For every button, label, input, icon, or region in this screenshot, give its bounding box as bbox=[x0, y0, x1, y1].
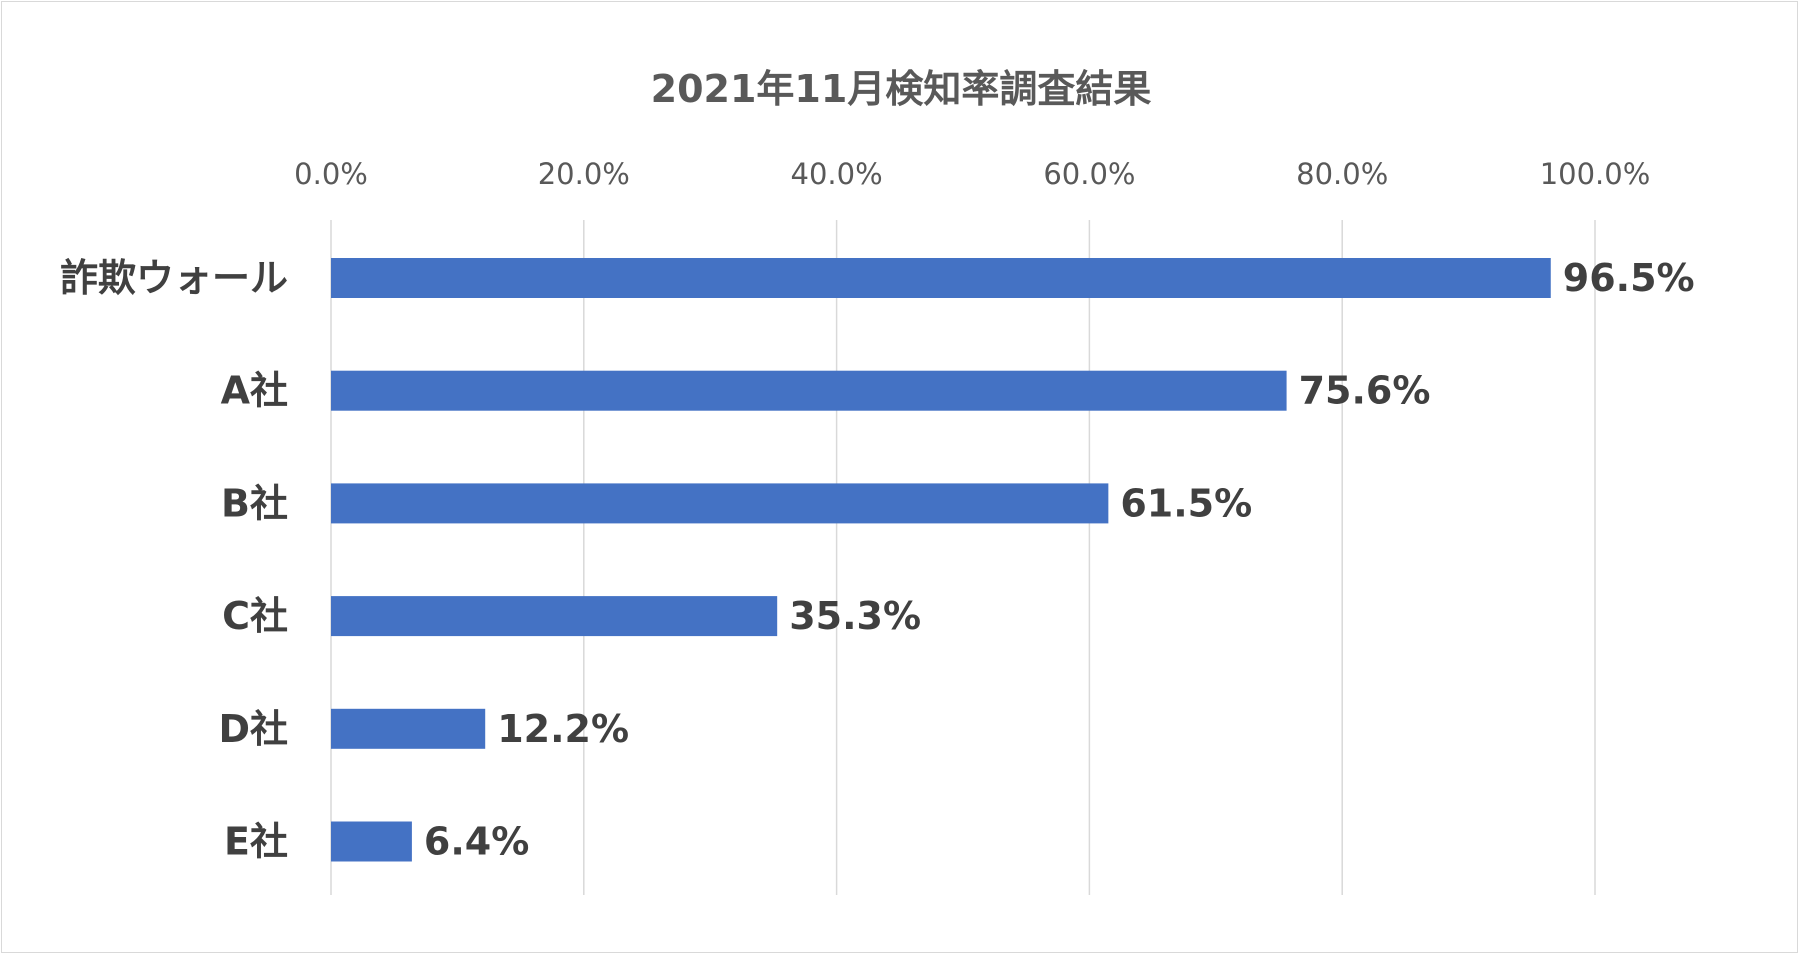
bar bbox=[331, 596, 778, 637]
chart-title: 2021年11月検知率調査結果 bbox=[651, 67, 1152, 111]
data-labels: 96.5% 75.6% 61.5% 35.3% 12.2% 6.4% bbox=[424, 256, 1695, 864]
data-label: 35.3% bbox=[789, 594, 921, 638]
category-label: B社 bbox=[221, 481, 288, 525]
x-tick-label: 80.0% bbox=[1296, 157, 1388, 191]
data-label: 61.5% bbox=[1120, 481, 1252, 525]
x-tick-label: 20.0% bbox=[538, 157, 630, 191]
x-tick-label: 100.0% bbox=[1540, 157, 1651, 191]
category-label: C社 bbox=[222, 594, 288, 638]
data-label: 75.6% bbox=[1299, 369, 1431, 413]
x-tick-label: 60.0% bbox=[1043, 157, 1135, 191]
category-label: E社 bbox=[224, 820, 288, 864]
category-label: 詐欺ウォール bbox=[60, 256, 288, 300]
data-label: 12.2% bbox=[497, 707, 629, 751]
data-label: 96.5% bbox=[1563, 256, 1695, 300]
bar bbox=[331, 483, 1109, 524]
bars bbox=[331, 258, 1551, 862]
bar bbox=[331, 370, 1287, 411]
category-labels: 詐欺ウォール A社 B社 C社 D社 E社 bbox=[60, 256, 288, 864]
category-label: D社 bbox=[218, 707, 288, 751]
x-tick-label: 40.0% bbox=[791, 157, 883, 191]
gridlines bbox=[330, 220, 1596, 895]
x-axis-tick-labels: 0.0% 20.0% 40.0% 60.0% 80.0% 100.0% bbox=[294, 157, 1650, 191]
bar bbox=[331, 821, 412, 862]
bar bbox=[331, 258, 1551, 298]
category-label: A社 bbox=[221, 369, 288, 413]
data-label: 6.4% bbox=[424, 820, 529, 864]
x-tick-label: 0.0% bbox=[294, 157, 368, 191]
bar bbox=[331, 708, 486, 749]
